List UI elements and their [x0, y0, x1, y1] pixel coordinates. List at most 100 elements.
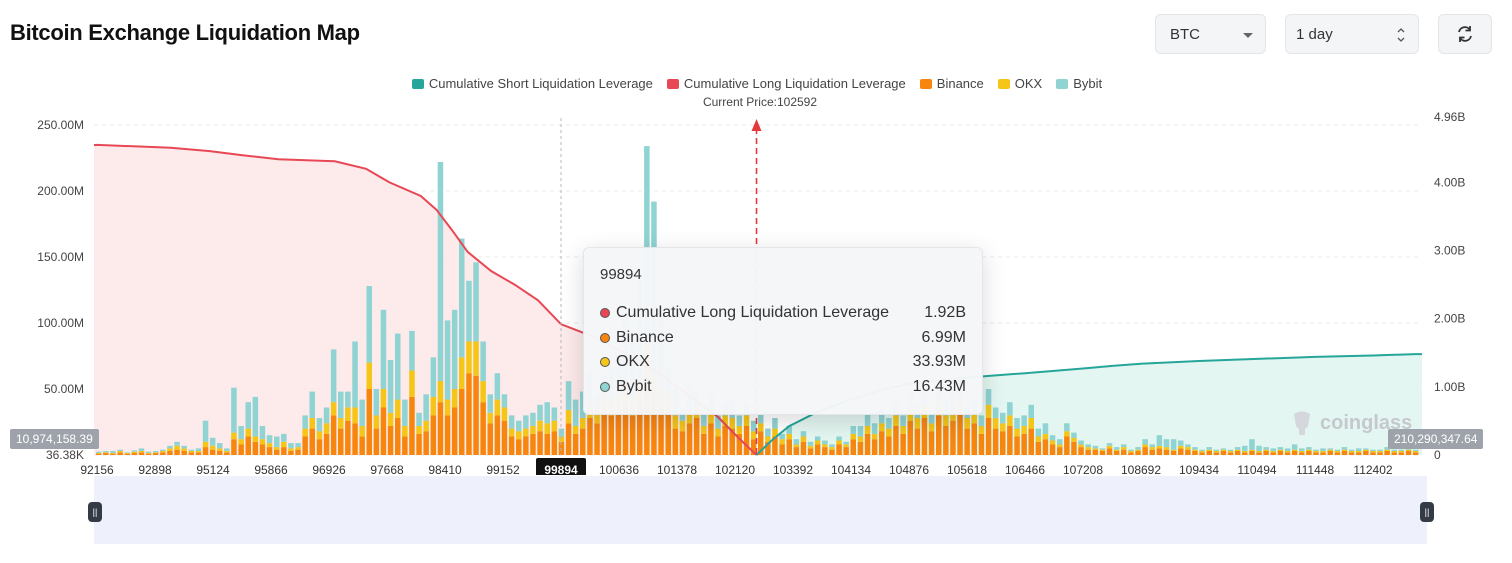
bybit-bar [793, 439, 800, 445]
bybit-bar [1291, 444, 1298, 450]
binance-bar [259, 444, 266, 455]
bybit-bar [1391, 449, 1397, 451]
binance-bar [644, 375, 650, 455]
binance-bar [1156, 448, 1163, 455]
current-price-arrow [751, 119, 762, 131]
bybit-bar [160, 449, 166, 451]
y-right-tick-label: 3.00B [1434, 244, 1465, 258]
bybit-bar [437, 162, 444, 382]
legend-item-long[interactable]: Cumulative Long Liquidation Leverage [666, 76, 906, 91]
tooltip-value: 33.93M [912, 353, 966, 371]
legend-item-okx[interactable]: OKX [997, 76, 1042, 91]
bybit-bar [736, 415, 743, 426]
okx-bar [679, 420, 686, 432]
binance-bar [395, 418, 401, 455]
bybit-bar [1348, 449, 1355, 451]
okx-bar [516, 431, 522, 440]
legend-swatch [666, 78, 679, 89]
okx-bar [1270, 451, 1276, 453]
binance-bar [1370, 452, 1376, 455]
okx-bar [1334, 451, 1341, 453]
range-select[interactable]: 1 day [1285, 14, 1419, 54]
range-slider-handle-right[interactable]: || [1420, 502, 1434, 522]
binance-bar [437, 402, 444, 455]
okx-bar [1412, 451, 1419, 453]
bybit-bar [380, 309, 387, 389]
binance-bar [145, 453, 152, 455]
legend-label: Binance [936, 76, 984, 91]
bybit-bar [131, 450, 138, 452]
bybit-bar [96, 451, 102, 453]
bybit-bar [978, 415, 985, 426]
range-slider-handle-left[interactable]: || [88, 502, 102, 522]
bybit-bar [395, 333, 401, 400]
binance-bar [565, 423, 572, 455]
okx-bar [302, 428, 308, 437]
binance-bar [1206, 451, 1212, 455]
okx-bar [316, 431, 323, 440]
bybit-bar [985, 389, 992, 405]
binance-bar [1291, 451, 1298, 455]
bybit-bar [1192, 447, 1198, 450]
okx-bar [167, 448, 173, 451]
bybit-bar [1178, 440, 1184, 446]
okx-bar [373, 415, 380, 429]
bybit-bar [928, 412, 935, 424]
tooltip-dot [600, 381, 610, 392]
bybit-bar [231, 387, 237, 433]
bybit-bar [245, 402, 251, 429]
x-tick-label: 96926 [312, 463, 346, 475]
binance-bar [921, 418, 928, 455]
bybit-bar [879, 410, 885, 424]
bybit-bar [1000, 412, 1006, 424]
okx-bar [580, 418, 586, 429]
bybit-bar [402, 399, 408, 426]
bybit-bar [807, 441, 814, 446]
binance-bar [871, 439, 878, 455]
binance-bar [1213, 452, 1220, 455]
bybit-bar [1085, 444, 1091, 447]
okx-bar [437, 381, 444, 403]
okx-bar [1277, 449, 1284, 451]
legend-item-short[interactable]: Cumulative Short Liquidation Leverage [411, 76, 653, 91]
y-left-tick-label: 200.00M [37, 184, 84, 198]
refresh-button[interactable] [1438, 14, 1492, 54]
tooltip-label: Cumulative Long Liquidation Leverage [616, 304, 890, 322]
okx-bar [1156, 445, 1163, 449]
coin-select[interactable]: BTC [1155, 14, 1266, 54]
binance-bar [423, 431, 429, 455]
bybit-bar [1049, 435, 1056, 441]
x-tick-label: 111448 [1296, 463, 1335, 475]
binance-bar [1021, 433, 1027, 455]
bybit-bar [779, 433, 785, 440]
current-price-label: Current Price:102592 [702, 95, 818, 109]
okx-bar [572, 426, 579, 434]
bybit-bar [1377, 449, 1383, 451]
binance-bar [672, 428, 679, 455]
okx-bar [857, 436, 864, 442]
binance-bar [1334, 452, 1341, 455]
binance-bar [1064, 436, 1070, 455]
range-slider-track[interactable] [94, 476, 1427, 544]
legend-item-bybit[interactable]: Bybit [1056, 76, 1102, 91]
binance-bar [829, 449, 835, 455]
binance-bar [978, 433, 985, 455]
okx-bar [814, 440, 821, 445]
binance-bar [814, 444, 821, 455]
y-left-tick-label: 100.00M [37, 316, 84, 330]
binance-bar [743, 426, 750, 455]
legend-item-binance[interactable]: Binance [919, 76, 984, 91]
okx-bar [551, 420, 558, 432]
bybit-bar [1135, 447, 1141, 450]
okx-bar [1341, 449, 1348, 451]
okx-bar [1327, 449, 1333, 451]
bybit-bar [1398, 449, 1405, 451]
bybit-bar [266, 435, 273, 444]
bybit-bar [330, 349, 337, 403]
binance-bar [1092, 449, 1099, 455]
okx-bar [928, 423, 935, 432]
binance-bar [209, 449, 216, 455]
binance-bar [516, 439, 522, 455]
okx-bar [829, 447, 835, 450]
bybit-bar [366, 286, 372, 363]
